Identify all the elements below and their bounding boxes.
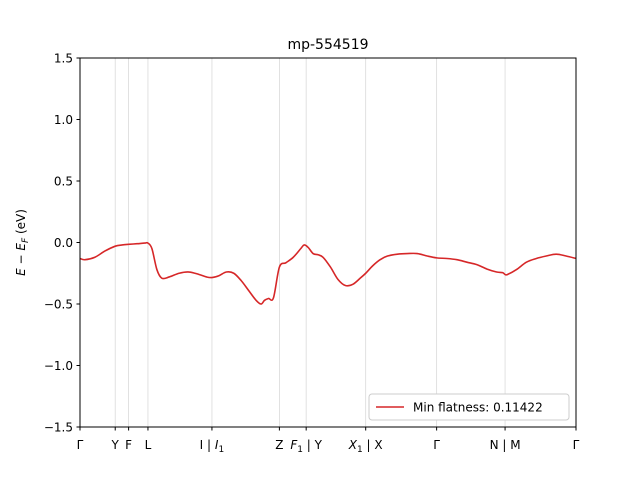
x-tick-label-8: Γ xyxy=(433,438,440,452)
x-tick-label-2: F xyxy=(125,438,132,452)
legend-label: Min flatness: 0.11422 xyxy=(413,401,543,415)
x-tick-label-10: Γ xyxy=(573,438,580,452)
y-tick-label-6: 1.5 xyxy=(54,52,73,66)
series-line-0 xyxy=(79,241,577,305)
series-group xyxy=(79,241,577,305)
x-tick-label-6: F1 | Y xyxy=(290,438,322,455)
y-tick-label-2: −0.5 xyxy=(44,298,73,312)
x-tick-label-3: L xyxy=(145,438,152,452)
x-tick-label-4: I | I1 xyxy=(200,438,225,455)
legend: Min flatness: 0.11422 xyxy=(368,393,570,421)
y-axis-label-sub: F xyxy=(21,237,31,243)
y-axis-label: E − EF (eV) xyxy=(14,209,31,276)
x-tick-label-1: Y xyxy=(111,438,120,452)
y-tick-label-0: −1.5 xyxy=(44,421,73,435)
x-tick-label-9: N | M xyxy=(490,438,521,452)
y-axis-label-unit: (eV) xyxy=(14,209,28,238)
y-tick-label-1: −1.0 xyxy=(44,359,73,373)
y-tick-label-5: 1.0 xyxy=(54,113,73,127)
x-tick-label-0: Γ xyxy=(77,438,84,452)
x-tick-label-5: Z xyxy=(275,438,283,452)
chart-title: mp-554519 xyxy=(287,37,368,53)
legend-box xyxy=(368,393,570,421)
y-tick-label-3: 0.0 xyxy=(54,236,73,250)
high-symmetry-lines xyxy=(79,58,577,427)
x-tick-label-7: X1 | X xyxy=(348,438,383,455)
y-tick-label-4: 0.5 xyxy=(54,175,73,189)
plot-frame xyxy=(79,57,577,428)
y-axis-label-main: E − E xyxy=(14,243,28,276)
y-axis: −1.5 −1.0 −0.5 0.0 0.5 1.0 1.5 xyxy=(44,52,80,435)
